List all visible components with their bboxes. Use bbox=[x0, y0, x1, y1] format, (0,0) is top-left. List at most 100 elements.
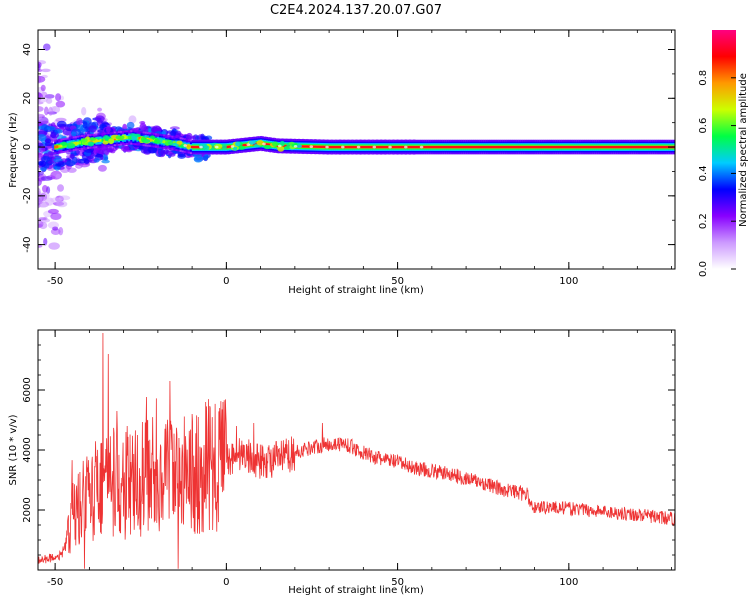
heatmap-cell bbox=[120, 145, 130, 152]
heatmap-cell bbox=[170, 130, 176, 138]
heatmap-cell bbox=[43, 216, 48, 221]
heatmap-node bbox=[309, 145, 314, 148]
heatmap-cell bbox=[256, 140, 264, 146]
heatmap-cell bbox=[248, 140, 256, 145]
snr-x-tick-label: 50 bbox=[391, 577, 404, 588]
heatmap-cell bbox=[44, 106, 49, 116]
heatmap-cell bbox=[168, 152, 176, 157]
heatmap-cell bbox=[58, 161, 65, 166]
heatmap-cell bbox=[102, 140, 109, 145]
heatmap-cell bbox=[89, 137, 97, 141]
heatmap-cell bbox=[133, 133, 141, 137]
heatmap-cell bbox=[58, 226, 64, 236]
heatmap-cell bbox=[43, 237, 48, 246]
heatmap-cell bbox=[60, 144, 63, 148]
heatmap-cell bbox=[83, 158, 90, 165]
heatmap-cell bbox=[55, 173, 61, 179]
heatmap-cell bbox=[84, 149, 94, 153]
heatmap-cell bbox=[38, 171, 44, 176]
heatmap-cell bbox=[50, 212, 62, 221]
heatmap-cell bbox=[138, 136, 141, 140]
spectrogram-x-tick-label: 50 bbox=[391, 276, 404, 287]
colorbar-tick-label: 0.6 bbox=[698, 118, 709, 134]
heatmap-cell bbox=[140, 148, 148, 154]
heatmap-cell bbox=[78, 141, 82, 145]
heatmap-cell bbox=[38, 75, 46, 83]
heatmap-cell bbox=[41, 155, 51, 163]
heatmap-cell bbox=[38, 201, 50, 208]
heatmap-cell bbox=[38, 195, 43, 203]
spectrogram-x-tick-label: 0 bbox=[223, 276, 229, 287]
heatmap-cell bbox=[40, 176, 53, 181]
heatmap-node bbox=[372, 145, 377, 149]
snr-series-line bbox=[38, 332, 675, 569]
snr-x-tick-label: -50 bbox=[47, 577, 63, 588]
spectrogram-y-tick-label: -20 bbox=[22, 188, 33, 204]
heatmap-cell bbox=[61, 141, 67, 146]
heatmap-cell bbox=[263, 145, 272, 150]
heatmap-cell bbox=[38, 220, 44, 228]
heatmap-node bbox=[419, 145, 424, 149]
colorbar-tick-label: 0.2 bbox=[698, 213, 709, 229]
heatmap-cell bbox=[38, 113, 43, 121]
heatmap-cell bbox=[115, 135, 125, 140]
heatmap-cell bbox=[152, 138, 156, 142]
heatmap-cell bbox=[66, 142, 76, 149]
heatmap-cell bbox=[38, 61, 42, 69]
heatmap-cell bbox=[81, 138, 88, 143]
heatmap-cell bbox=[163, 148, 169, 155]
heatmap-cell bbox=[48, 242, 60, 250]
heatmap-cell bbox=[65, 160, 76, 167]
heatmap-cell bbox=[95, 154, 103, 158]
colorbar-tick-label: 0.4 bbox=[698, 165, 709, 181]
heatmap-cell bbox=[148, 145, 157, 154]
heatmap-cell bbox=[38, 244, 43, 248]
heatmap-cell bbox=[177, 153, 186, 159]
heatmap-cell bbox=[128, 135, 131, 139]
heatmap-cell bbox=[56, 120, 67, 128]
heatmap-cell bbox=[96, 119, 103, 124]
spectrogram-x-tick-label: -50 bbox=[47, 276, 63, 287]
heatmap-cell bbox=[44, 138, 52, 144]
heatmap-node bbox=[214, 145, 219, 149]
heatmap-cell bbox=[42, 184, 48, 193]
heatmap-cell bbox=[76, 117, 83, 126]
spectrogram-x-label: Height of straight line (km) bbox=[288, 285, 424, 296]
heatmap-cell bbox=[235, 141, 241, 147]
spectrogram-y-tick-label: 20 bbox=[22, 92, 33, 105]
heatmap-cell bbox=[87, 141, 95, 147]
heatmap-cell bbox=[41, 124, 49, 131]
heatmap-cell bbox=[38, 134, 47, 142]
snr-x-tick-label: 100 bbox=[559, 577, 578, 588]
heatmap-cell bbox=[38, 106, 44, 113]
heatmap-cell bbox=[77, 158, 87, 164]
heatmap-cell bbox=[163, 140, 166, 144]
heatmap-cell bbox=[94, 115, 105, 123]
heatmap-cell bbox=[70, 153, 75, 160]
heatmap-cell bbox=[62, 128, 72, 136]
heatmap-cell bbox=[38, 68, 43, 73]
heatmap-cell bbox=[40, 84, 46, 92]
heatmap-cell bbox=[277, 145, 285, 152]
heatmap-cell bbox=[88, 125, 97, 133]
spectrogram-y-tick-label: -40 bbox=[22, 236, 33, 252]
snr-y-tick-label: 6000 bbox=[22, 377, 33, 402]
heatmap-node bbox=[293, 144, 298, 148]
heatmap-cell bbox=[52, 226, 59, 231]
heatmap-cell bbox=[55, 100, 66, 108]
heatmap-cell bbox=[110, 149, 116, 154]
colorbar-gradient bbox=[712, 30, 736, 269]
heatmap-cell bbox=[38, 142, 44, 147]
spectrogram-panel: -50 0 50 100 -40 -20 0 20 40 Height of straight … bbox=[8, 29, 676, 296]
heatmap-cell bbox=[101, 138, 104, 142]
heatmap-cell bbox=[101, 159, 110, 164]
heatmap-cell bbox=[168, 141, 174, 146]
heatmap-cell bbox=[44, 142, 54, 147]
heatmap-cell bbox=[143, 126, 149, 133]
heatmap-node bbox=[277, 144, 282, 148]
heatmap-cell bbox=[103, 135, 110, 140]
colorbar-tick-label: 0.8 bbox=[698, 70, 709, 86]
heatmap-cell bbox=[93, 158, 100, 163]
heatmap-cell bbox=[46, 125, 56, 131]
colorbar-label: Normalized spectral amplitude bbox=[738, 73, 749, 227]
